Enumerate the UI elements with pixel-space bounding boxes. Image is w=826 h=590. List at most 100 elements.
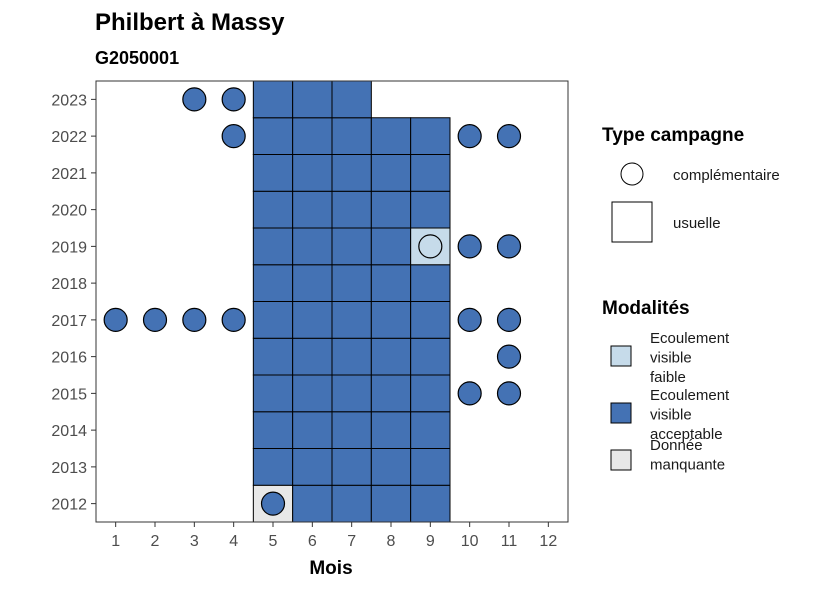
cell-2022-8: [370, 117, 412, 155]
cell-2023-6: [292, 80, 333, 119]
cell-2019-7: [331, 227, 372, 266]
x-tick-label: 2: [151, 533, 160, 550]
cell-2020-8: [370, 190, 412, 229]
point-2017-10: [457, 307, 482, 332]
cell-2014-9: [410, 411, 451, 449]
x-tick-label: 11: [501, 533, 518, 550]
point-2022-10: [457, 124, 482, 149]
cell-2013-5: [252, 448, 294, 486]
cell-2016-7: [331, 337, 372, 376]
x-tick-label: 7: [347, 533, 356, 550]
legend-modalite-label-2: Donnée manquante: [650, 437, 725, 474]
cell-2023-7: [331, 80, 372, 119]
legend-modalites: Modalités Ecoulement visible faibleEcoulem…: [602, 298, 730, 474]
y-tick-label: 2015: [51, 386, 87, 403]
cell-2014-8: [370, 411, 412, 449]
cell-2019-8: [370, 227, 412, 266]
x-axis-title: Mois: [309, 558, 352, 579]
cell-2021-6: [292, 154, 333, 192]
legend-type-campagne: Type campagne complémentaire usuelle: [602, 125, 780, 243]
cell-2020-9: [410, 190, 451, 229]
usuelle-cells: [252, 80, 451, 523]
y-axis: 2012 2013 2014 2015 2016 2017 2018 2019 2020 2021…: [51, 92, 96, 514]
cell-2023-5: [252, 80, 294, 119]
cell-2022-9: [410, 117, 451, 155]
y-tick-label: 2023: [51, 92, 87, 109]
legend-modalites-title: Modalités: [602, 298, 690, 319]
cell-2019-6: [292, 227, 333, 266]
cell-2016-5: [252, 337, 294, 376]
point-2015-11: [496, 381, 522, 406]
legend-modalite-label-1: Ecoulement visible acceptable: [650, 387, 730, 443]
y-tick-label: 2020: [51, 203, 87, 220]
y-tick-label: 2017: [51, 313, 87, 330]
point-2019-11: [496, 234, 522, 259]
cell-2012-6: [292, 484, 333, 523]
legend-modalite-key-1: [610, 402, 632, 424]
cell-2022-6: [292, 117, 333, 155]
cell-2022-5: [252, 117, 294, 155]
x-axis: 1 2 3 4 5 6 7 8 9 10 11 12: [111, 522, 557, 550]
x-tick-label: 10: [461, 533, 479, 550]
cell-2013-8: [370, 448, 412, 486]
legend-modalite-key-2: [610, 449, 632, 471]
point-2023-3: [182, 87, 207, 112]
legend-type-title: Type campagne: [602, 125, 744, 146]
cell-2013-7: [331, 448, 372, 486]
legend-modalite-key-0: [610, 345, 632, 367]
cell-2017-7: [331, 301, 372, 339]
point-2022-4: [221, 124, 246, 149]
cell-2014-6: [292, 411, 333, 449]
cell-2014-7: [331, 411, 372, 449]
point-2022-11: [496, 124, 522, 149]
cell-2015-7: [331, 374, 372, 413]
point-2017-2: [142, 307, 168, 332]
x-tick-label: 3: [190, 533, 199, 550]
cell-2018-6: [292, 264, 333, 302]
legend-complementaire-symbol: [620, 162, 644, 186]
cell-2021-7: [331, 154, 372, 192]
plot-border: [95, 80, 569, 523]
point-2017-11: [496, 307, 522, 332]
cell-2013-9: [410, 448, 451, 486]
cell-2017-5: [252, 301, 294, 339]
x-tick-label: 8: [387, 533, 396, 550]
point-2012-5: [260, 491, 286, 516]
cell-2018-8: [370, 264, 412, 302]
cell-2019-5: [252, 227, 294, 266]
complementaire-points: [103, 87, 522, 516]
y-tick-label: 2014: [51, 423, 87, 440]
cell-2022-7: [331, 117, 372, 155]
x-tick-label: 1: [111, 533, 120, 550]
cell-2016-8: [370, 337, 412, 376]
x-tick-label: 6: [308, 533, 317, 550]
cell-2017-6: [292, 301, 333, 339]
point-2015-10: [457, 381, 482, 406]
cell-2015-8: [370, 374, 412, 413]
point-2017-1: [103, 307, 128, 332]
cell-2020-5: [252, 190, 294, 229]
y-tick-label: 2013: [51, 460, 87, 477]
chart-title: Philbert à Massy: [95, 9, 285, 36]
chart-subtitle: G2050001: [95, 48, 179, 68]
y-tick-label: 2021: [51, 166, 87, 183]
legend-usuelle-symbol: [611, 201, 653, 243]
x-tick-label: 4: [229, 533, 238, 550]
cell-2021-9: [410, 154, 451, 192]
cell-2021-5: [252, 154, 294, 192]
cell-2015-6: [292, 374, 333, 413]
y-tick-label: 2022: [51, 129, 87, 146]
point-2016-11: [496, 344, 522, 369]
x-tick-label: 5: [269, 533, 278, 550]
point-2019-10: [457, 234, 482, 259]
x-tick-label: 9: [426, 533, 435, 550]
cell-2018-9: [410, 264, 451, 302]
y-tick-label: 2018: [51, 276, 87, 293]
cell-2017-8: [370, 301, 412, 339]
y-tick-label: 2016: [51, 350, 87, 367]
legend-usuelle-label: usuelle: [673, 215, 721, 232]
cell-2014-5: [252, 411, 294, 449]
cell-2017-9: [410, 301, 451, 339]
cell-2012-8: [370, 484, 412, 523]
